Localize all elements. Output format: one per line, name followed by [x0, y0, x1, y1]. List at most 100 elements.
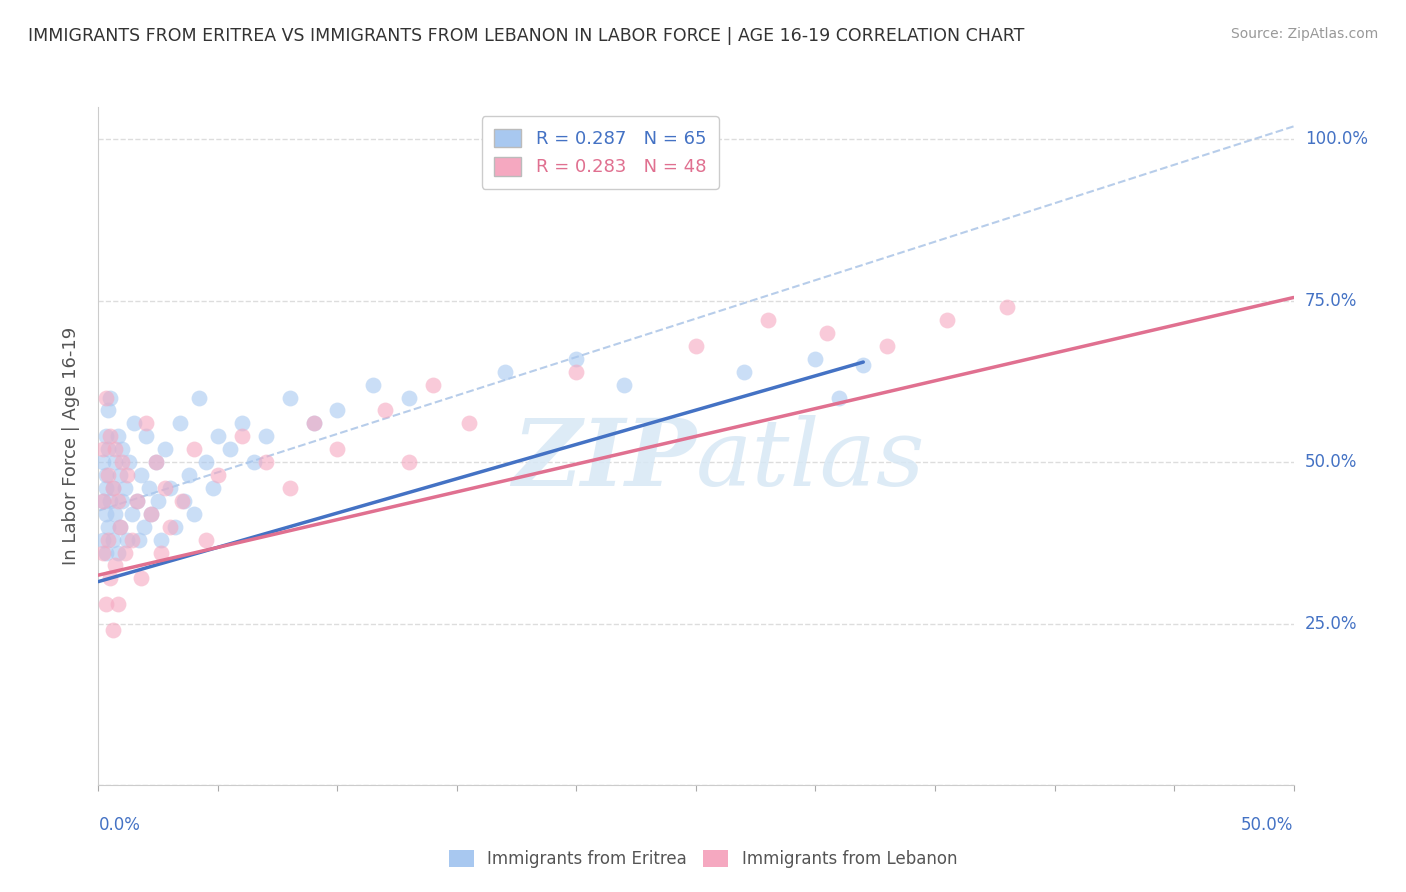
Point: [98, 494, 122, 508]
Point: [124, 417, 146, 431]
Point: [374, 403, 396, 417]
Point: [207, 468, 229, 483]
Point: [145, 455, 167, 469]
Point: [254, 429, 277, 443]
Point: [148, 494, 170, 508]
Point: [613, 377, 636, 392]
Point: [101, 623, 124, 637]
Point: [94, 468, 117, 483]
Point: [149, 533, 172, 547]
Point: [169, 417, 191, 431]
Point: [107, 597, 129, 611]
Point: [302, 417, 325, 431]
Point: [107, 494, 129, 508]
Point: [326, 442, 349, 457]
Point: [98, 571, 122, 585]
Text: 25.0%: 25.0%: [1305, 615, 1357, 632]
Point: [179, 468, 201, 483]
Point: [104, 442, 127, 457]
Point: [733, 365, 755, 379]
Point: [254, 455, 277, 469]
Point: [202, 481, 225, 495]
Point: [94, 545, 117, 559]
Point: [243, 455, 266, 469]
Point: [149, 545, 172, 559]
Point: [876, 339, 898, 353]
Point: [685, 339, 707, 353]
Point: [187, 391, 209, 405]
Point: [852, 359, 875, 373]
Point: [121, 507, 143, 521]
Text: 50.0%: 50.0%: [1305, 453, 1357, 471]
Point: [108, 468, 131, 483]
Point: [94, 391, 117, 405]
Point: [97, 403, 120, 417]
Point: [125, 494, 148, 508]
Point: [107, 429, 129, 443]
Point: [115, 468, 138, 483]
Point: [756, 313, 779, 327]
Point: [98, 391, 122, 405]
Text: 50.0%: 50.0%: [1241, 815, 1294, 833]
Point: [91, 442, 114, 457]
Point: [231, 429, 253, 443]
Point: [97, 468, 120, 483]
Point: [565, 351, 588, 366]
Point: [219, 442, 242, 457]
Point: [278, 391, 301, 405]
Point: [104, 507, 127, 521]
Point: [159, 481, 181, 495]
Point: [995, 300, 1018, 314]
Point: [458, 417, 481, 431]
Text: 100.0%: 100.0%: [1305, 130, 1368, 148]
Point: [183, 507, 205, 521]
Point: [91, 494, 114, 508]
Point: [132, 519, 155, 533]
Text: 0.0%: 0.0%: [98, 815, 141, 833]
Point: [936, 313, 959, 327]
Point: [107, 545, 129, 559]
Point: [207, 429, 229, 443]
Point: [828, 391, 851, 405]
Point: [91, 494, 114, 508]
Point: [97, 533, 120, 547]
Text: atlas: atlas: [696, 415, 925, 505]
Point: [804, 351, 827, 366]
Point: [101, 481, 124, 495]
Point: [128, 533, 150, 547]
Text: 75.0%: 75.0%: [1305, 292, 1357, 310]
Point: [94, 597, 117, 611]
Point: [815, 326, 838, 340]
Point: [135, 429, 157, 443]
Point: [326, 403, 349, 417]
Point: [94, 507, 117, 521]
Point: [94, 481, 117, 495]
Text: IMMIGRANTS FROM ERITREA VS IMMIGRANTS FROM LEBANON IN LABOR FORCE | AGE 16-19 CO: IMMIGRANTS FROM ERITREA VS IMMIGRANTS FR…: [28, 27, 1025, 45]
Point: [104, 455, 127, 469]
Point: [363, 377, 385, 392]
Point: [494, 365, 516, 379]
Point: [114, 481, 136, 495]
Point: [139, 507, 162, 521]
Point: [91, 455, 114, 469]
Point: [302, 417, 325, 431]
Point: [108, 519, 131, 533]
Point: [195, 455, 218, 469]
Point: [159, 519, 181, 533]
Point: [398, 455, 420, 469]
Point: [114, 545, 136, 559]
Point: [94, 429, 117, 443]
Point: [155, 442, 177, 457]
Point: [101, 481, 124, 495]
Y-axis label: In Labor Force | Age 16-19: In Labor Force | Age 16-19: [62, 326, 80, 566]
Point: [135, 417, 157, 431]
Point: [172, 494, 194, 508]
Point: [131, 571, 153, 585]
Point: [138, 481, 160, 495]
Point: [97, 519, 120, 533]
Point: [91, 533, 114, 547]
Point: [155, 481, 177, 495]
Point: [118, 455, 141, 469]
Point: [422, 377, 444, 392]
Point: [145, 455, 167, 469]
